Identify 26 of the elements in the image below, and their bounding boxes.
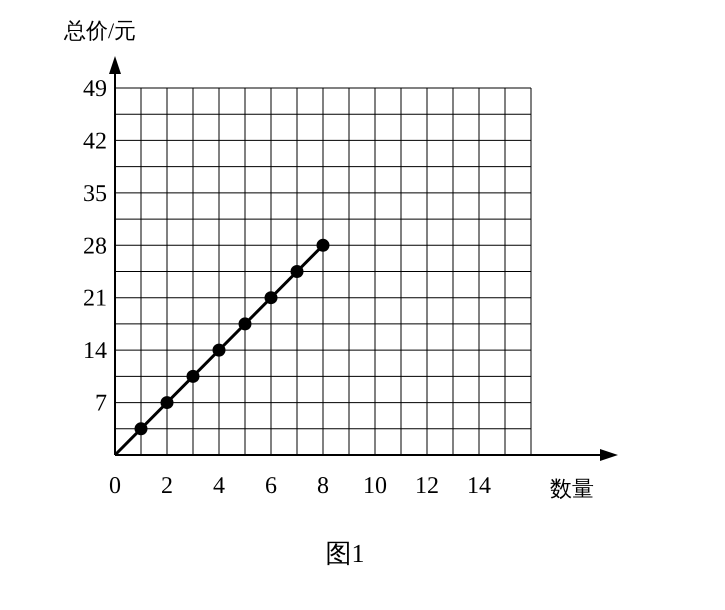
y-tick-label: 21: [83, 286, 107, 312]
point: [316, 238, 330, 252]
y-tick-label: 14: [83, 338, 107, 364]
x-tick-label: 10: [363, 473, 387, 499]
point: [134, 422, 148, 436]
x-tick-label: 12: [415, 473, 439, 499]
y-tick-label: 7: [95, 390, 107, 417]
point: [290, 265, 304, 278]
y-tick-label: 49: [83, 76, 107, 102]
y-tick-label: 42: [83, 128, 107, 154]
y-axis-title: 总价/元: [62, 18, 136, 43]
point: [186, 370, 200, 383]
x-tick-label: 8: [317, 473, 329, 499]
y-tick-label: 28: [83, 233, 107, 260]
x-tick-label: 6: [265, 473, 277, 499]
x-axis-title: 数量: [550, 476, 594, 501]
x-tick-label: 14: [467, 473, 491, 499]
point: [212, 344, 226, 357]
point: [238, 317, 252, 330]
text: 图1: [326, 539, 364, 568]
y-tick-label: 35: [83, 180, 107, 207]
x-tick-label: 2: [161, 473, 173, 499]
point: [160, 396, 174, 410]
x-tick-label: 4: [213, 473, 225, 499]
point: [264, 291, 278, 304]
x-tick-label: 0: [109, 473, 121, 499]
